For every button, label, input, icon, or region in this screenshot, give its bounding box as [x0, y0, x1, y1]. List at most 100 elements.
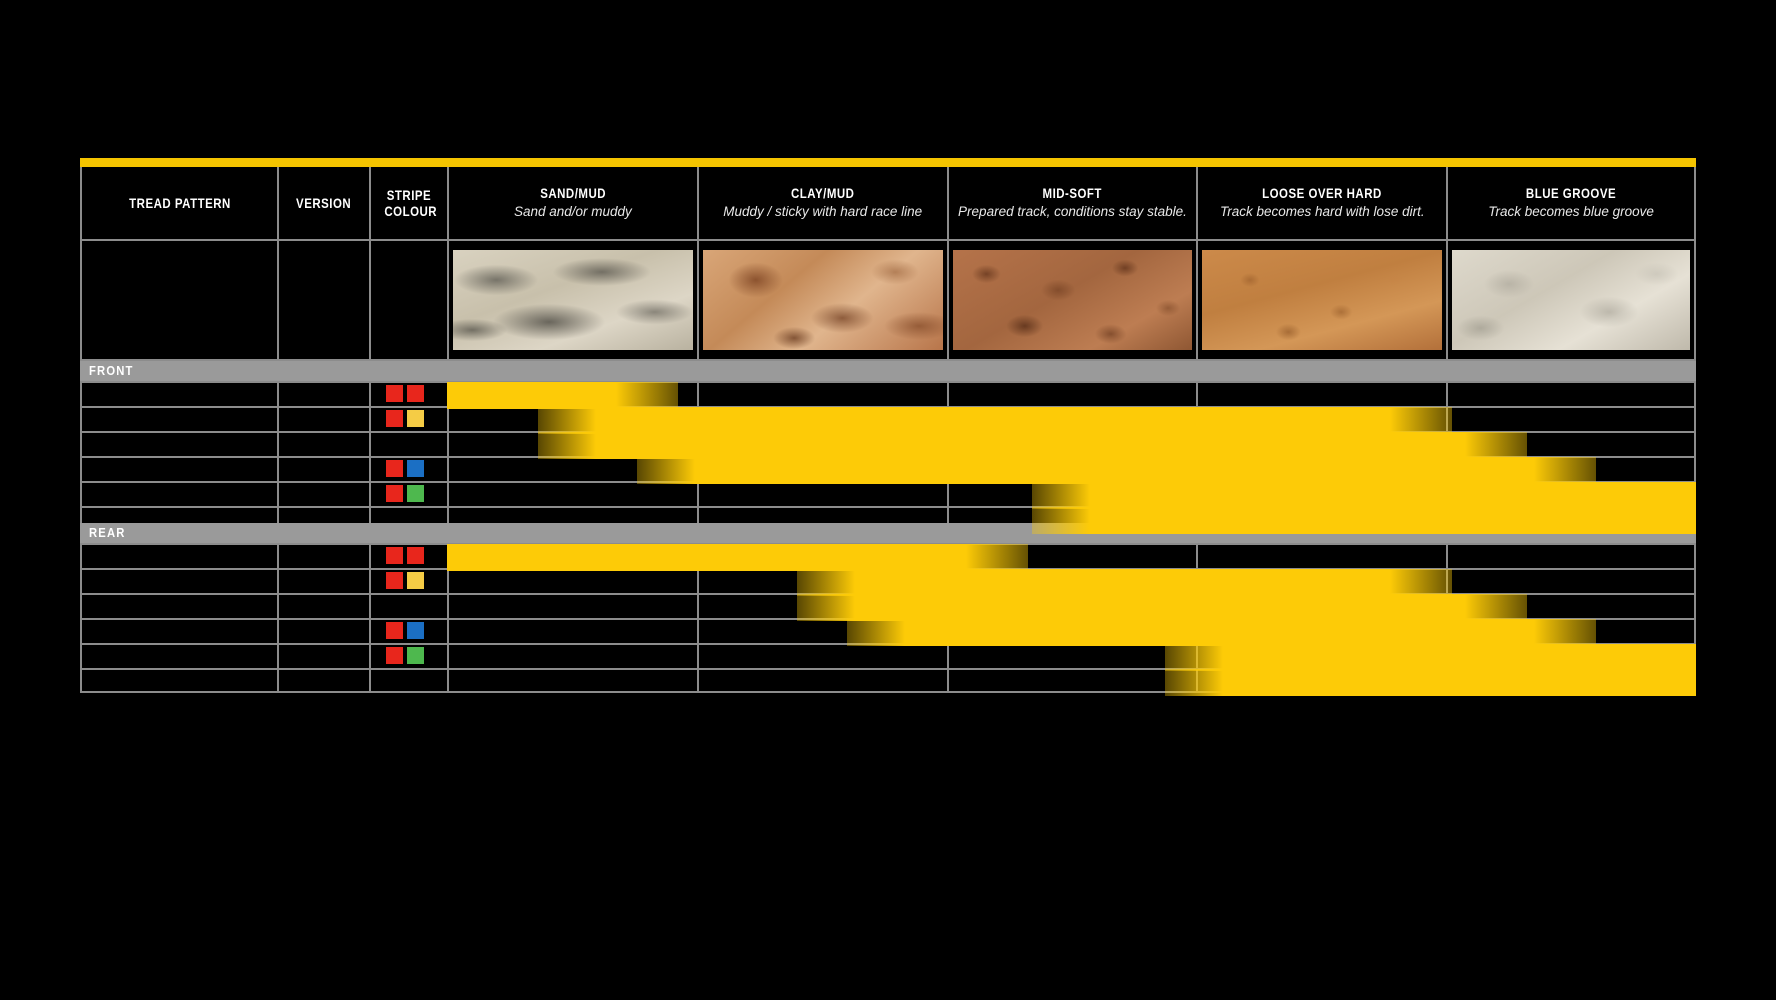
condition-description: Sand and/or muddy — [513, 204, 632, 220]
column-header-version: VERSION — [277, 167, 369, 239]
grid-vline — [80, 433, 82, 456]
stripe-swatch-green — [407, 485, 424, 502]
column-header-row: TREAD PATTERN VERSION STRIPE COLOUR SAND/MU… — [80, 167, 1696, 239]
grid-vline — [447, 570, 449, 593]
condition-title: BLUE GROOVE — [1525, 185, 1617, 202]
grid-vline — [1694, 620, 1696, 643]
table-row[interactable] — [80, 381, 1696, 406]
condition-bar — [636, 457, 1597, 484]
section-band-front: FRONT — [80, 361, 1696, 381]
column-header-sand_mud: SAND/MUD Sand and/or muddy — [447, 167, 697, 239]
grid-vline — [369, 508, 371, 529]
photo-cell-empty-stripe_colour — [369, 239, 447, 361]
stripe-swatch-green — [407, 647, 424, 664]
grid-vline — [80, 508, 82, 529]
condition-title: MID-SOFT — [1042, 185, 1103, 202]
stripe-swatch-red — [386, 385, 403, 402]
grid-vline — [447, 620, 449, 643]
condition-description: Track becomes hard with lose dirt. — [1220, 204, 1425, 220]
surface-photo-cell-blue_groove — [1446, 239, 1696, 361]
top-accent-rule — [80, 158, 1696, 167]
grid-vline — [80, 645, 82, 668]
tyre-condition-chart: TREAD PATTERN VERSION STRIPE COLOUR SAND/MU… — [80, 158, 1696, 726]
grid-vline — [80, 458, 82, 481]
stripe-swatch-red — [386, 622, 403, 639]
surface-photo-mid_soft — [952, 250, 1193, 350]
grid-vline — [277, 645, 279, 668]
condition-bar — [1165, 669, 1696, 696]
condition-description: Track becomes blue groove — [1488, 204, 1654, 220]
grid-vline — [369, 433, 371, 456]
grid-vline — [696, 383, 699, 406]
grid-vline — [447, 595, 449, 618]
grid-vline — [1694, 570, 1696, 593]
grid-vline — [696, 483, 699, 506]
grid-vline — [1694, 383, 1696, 406]
surface-photo-cell-sand_mud — [447, 239, 697, 361]
surface-photo-cell-clay_mud — [696, 239, 947, 361]
condition-bar — [447, 544, 1028, 571]
grid-vline — [80, 595, 82, 618]
grid-vline — [369, 670, 371, 691]
grid-vline — [1196, 383, 1199, 406]
stripe-colour-swatches — [386, 460, 424, 477]
grid-vline — [277, 620, 279, 643]
grid-vline — [946, 383, 949, 406]
stripe-colour-swatches — [386, 572, 424, 589]
section-label: FRONT — [89, 364, 134, 378]
surface-photo-cell-loose_over_hard — [1196, 239, 1447, 361]
surface-photo-clay_mud — [702, 250, 943, 350]
grid-vline — [1446, 545, 1449, 568]
condition-title: SAND/MUD — [539, 185, 606, 202]
section-label: REAR — [89, 526, 126, 540]
surface-photo-row — [80, 239, 1696, 361]
grid-vline — [1694, 458, 1696, 481]
grid-vline — [277, 408, 279, 431]
condition-title: CLAY/MUD — [790, 185, 855, 202]
condition-description: Prepared track, conditions stay stable. — [958, 204, 1187, 220]
stripe-swatch-red — [386, 485, 403, 502]
column-header-clay_mud: CLAY/MUD Muddy / sticky with hard race li… — [696, 167, 947, 239]
grid-vline — [696, 620, 699, 643]
photo-cell-empty-tread_pattern — [80, 239, 277, 361]
grid-vline — [369, 570, 371, 593]
condition-bar — [1031, 482, 1696, 509]
stripe-swatch-blue — [407, 460, 424, 477]
grid-vline — [369, 545, 371, 568]
stripe-colour-swatches — [386, 622, 424, 639]
stripe-colour-swatches — [386, 647, 424, 664]
grid-vline — [80, 570, 82, 593]
grid-vline — [1446, 383, 1449, 406]
grid-vline — [369, 483, 371, 506]
condition-bar — [538, 407, 1453, 434]
column-header-mid_soft: MID-SOFT Prepared track, conditions stay … — [946, 167, 1197, 239]
stripe-swatch-red — [386, 460, 403, 477]
stripe-swatch-red — [386, 647, 403, 664]
condition-bar — [538, 432, 1528, 459]
grid-vline — [369, 645, 371, 668]
column-header-stripe_colour: STRIPE COLOUR — [369, 167, 447, 239]
grid-vline — [369, 595, 371, 618]
stripe-colour-swatches — [386, 547, 424, 564]
grid-vline — [277, 483, 279, 506]
stripe-swatch-yellow — [407, 410, 424, 427]
condition-bar — [796, 569, 1453, 596]
grid-vline — [447, 483, 449, 506]
grid-vline — [696, 570, 699, 593]
grid-vline — [277, 508, 279, 529]
grid-vline — [277, 433, 279, 456]
grid-vline — [369, 383, 371, 406]
grid-vline — [80, 670, 82, 691]
condition-bar — [447, 382, 679, 409]
grid-vline — [369, 408, 371, 431]
condition-bar — [846, 619, 1597, 646]
grid-vline — [369, 458, 371, 481]
grid-vline — [277, 458, 279, 481]
surface-photo-blue_groove — [1452, 250, 1690, 350]
grid-vline — [946, 508, 949, 529]
grid-vline — [696, 595, 699, 618]
grid-vline — [447, 508, 449, 529]
condition-title: LOOSE OVER HARD — [1262, 185, 1383, 202]
grid-vline — [277, 545, 279, 568]
